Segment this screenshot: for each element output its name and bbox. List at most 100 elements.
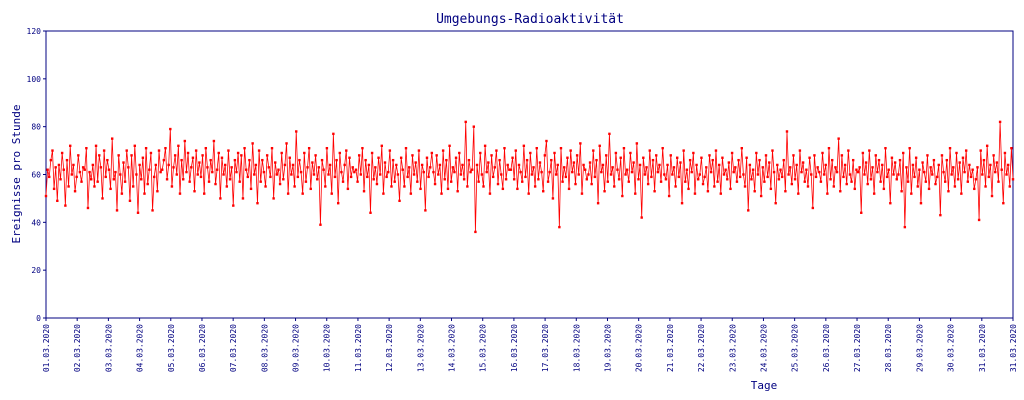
data-point <box>974 178 978 181</box>
data-point <box>550 158 553 162</box>
data-point <box>766 175 769 179</box>
data-point <box>898 158 902 162</box>
data-point <box>467 158 471 162</box>
data-point <box>417 149 421 152</box>
data-point <box>592 149 595 152</box>
data-point <box>885 175 889 179</box>
data-point <box>782 158 785 162</box>
data-point <box>824 163 827 167</box>
data-point <box>448 144 451 147</box>
series-line <box>45 121 1014 232</box>
data-point <box>319 223 322 226</box>
data-point <box>569 149 572 152</box>
data-point <box>814 175 818 179</box>
data-point <box>688 158 692 162</box>
data-point <box>57 163 61 167</box>
data-point <box>267 166 270 169</box>
data-point <box>822 173 826 176</box>
data-point <box>926 154 929 157</box>
data-point <box>793 178 797 181</box>
data-point <box>953 185 957 188</box>
data-point <box>180 158 183 162</box>
data-point <box>194 149 198 152</box>
data-point <box>262 170 266 174</box>
data-point <box>270 146 274 150</box>
data-point <box>269 175 272 179</box>
data-point <box>378 173 382 176</box>
data-point <box>70 173 74 176</box>
data-point <box>866 182 869 186</box>
data-point <box>616 168 619 171</box>
data-point <box>454 156 458 159</box>
data-point <box>437 173 440 176</box>
data-point <box>90 178 93 181</box>
data-point <box>65 158 69 162</box>
data-point <box>997 180 1000 183</box>
data-point <box>343 163 346 167</box>
y-tick-label: 0 <box>36 314 41 323</box>
data-point <box>966 180 969 183</box>
data-point <box>425 156 429 159</box>
data-point <box>156 190 159 193</box>
data-point <box>504 178 508 181</box>
x-tick-label: 24.03.2020 <box>759 324 768 372</box>
data-point <box>931 173 934 176</box>
data-point <box>927 187 931 191</box>
data-point <box>312 173 316 176</box>
data-point <box>960 192 963 195</box>
data-point <box>659 180 663 183</box>
data-point <box>735 180 739 183</box>
data-point <box>280 151 283 155</box>
data-point <box>656 170 660 174</box>
data-point <box>383 161 387 164</box>
data-point <box>441 149 445 152</box>
data-point <box>388 149 392 152</box>
data-point <box>345 149 348 152</box>
data-point <box>572 161 576 164</box>
data-point <box>414 161 417 164</box>
data-point <box>614 151 618 155</box>
data-point <box>911 163 915 167</box>
data-point <box>487 161 490 164</box>
data-point <box>826 192 829 195</box>
data-point <box>950 173 953 176</box>
data-point <box>579 142 582 145</box>
data-point <box>1008 185 1011 188</box>
data-point <box>743 185 747 188</box>
data-point <box>375 182 379 186</box>
data-point <box>359 173 362 176</box>
data-point <box>141 156 145 159</box>
data-point <box>357 154 361 157</box>
data-point <box>177 144 180 147</box>
data-point <box>742 173 745 176</box>
data-point <box>479 151 482 155</box>
data-point <box>451 166 455 169</box>
data-point <box>621 194 624 198</box>
data-point <box>527 192 530 195</box>
data-point <box>285 142 288 145</box>
data-point <box>945 158 949 162</box>
x-tick-label: 04.03.2020 <box>136 324 145 372</box>
data-point <box>567 187 571 191</box>
data-point <box>595 158 598 162</box>
data-point <box>588 161 592 164</box>
data-point <box>871 166 874 169</box>
data-point <box>233 158 237 162</box>
data-point <box>800 170 803 174</box>
data-point <box>88 170 91 174</box>
data-point <box>416 180 419 183</box>
data-point <box>617 178 621 181</box>
data-point <box>99 166 103 169</box>
data-point <box>483 144 487 147</box>
data-point <box>604 154 608 157</box>
data-point <box>798 149 802 152</box>
data-point <box>450 180 453 183</box>
data-point <box>183 139 187 143</box>
data-point <box>159 170 162 174</box>
data-point <box>102 149 106 152</box>
data-point <box>635 142 639 145</box>
data-point <box>140 178 143 181</box>
data-point <box>663 173 666 176</box>
data-point <box>60 151 64 155</box>
